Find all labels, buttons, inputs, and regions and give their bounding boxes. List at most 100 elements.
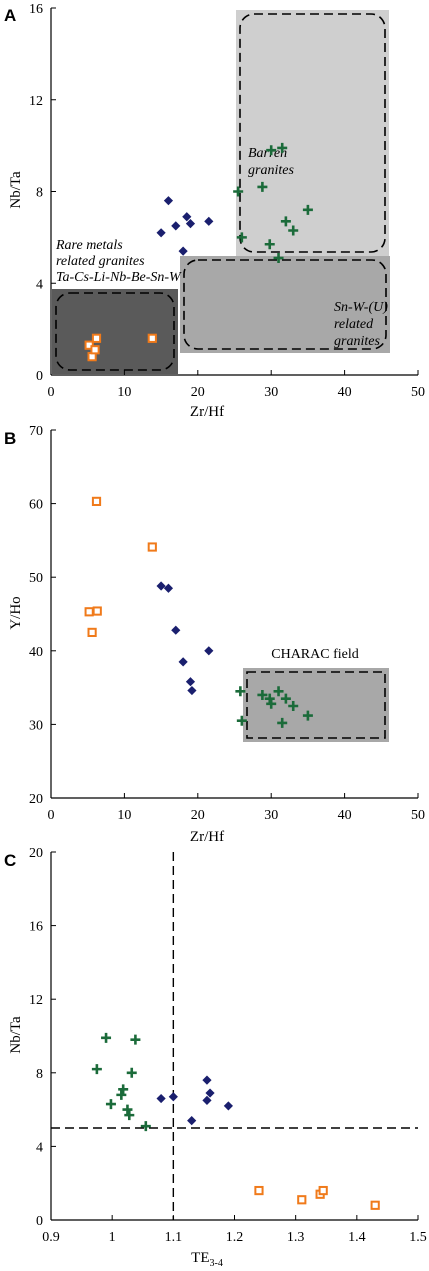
data-point-diamond [205, 1088, 215, 1098]
data-point-square [92, 606, 102, 616]
panel-letter: B [4, 429, 16, 448]
data-point-square [91, 496, 102, 506]
x-tick-label: 20 [191, 385, 205, 400]
data-point-cross [257, 689, 268, 700]
data-point-diamond [202, 1095, 212, 1105]
x-tick-label: 1 [109, 1230, 116, 1245]
x-tick-label: 1.1 [165, 1230, 183, 1245]
field-label-snw: related [334, 317, 374, 332]
data-point-diamond [171, 221, 181, 231]
data-point-cross [140, 1121, 151, 1132]
data-point-square [297, 1195, 307, 1205]
data-point-square [91, 333, 102, 343]
panel-letter: A [4, 6, 16, 25]
data-point-square [254, 1185, 264, 1196]
field-label-barren: granites [248, 163, 294, 178]
data-point-diamond [223, 1101, 233, 1111]
y-tick-label: 20 [29, 846, 43, 861]
data-point-diamond [185, 677, 196, 687]
data-point-diamond [178, 657, 188, 667]
data-point-diamond [202, 1075, 212, 1085]
data-point-diamond [187, 1116, 197, 1126]
y-tick-label: 16 [29, 2, 43, 17]
x-tick-label: 1.4 [348, 1230, 366, 1245]
field-label-snw: Sn-W-(U) [334, 300, 388, 315]
x-tick-label: 1.3 [287, 1230, 305, 1245]
x-tick-label: 20 [191, 808, 205, 823]
data-point-cross [236, 715, 247, 726]
data-point-diamond [204, 216, 214, 226]
x-axis-title: Zr/Hf [190, 404, 224, 420]
x-axis-title: TE3-4 [191, 1250, 223, 1269]
data-point-cross [236, 232, 247, 243]
data-point-cross [280, 693, 291, 704]
data-point-cross [302, 710, 313, 721]
field-label-rare: Ta-Cs-Li-Nb-Be-Sn-W [56, 270, 182, 285]
panel-letter: C [4, 851, 16, 870]
field-snw [180, 256, 390, 353]
x-tick-label: 50 [411, 385, 425, 400]
x-tick-label: 1.2 [226, 1230, 244, 1245]
data-point-square [87, 627, 97, 637]
data-point-square [370, 1200, 380, 1210]
data-point-cross [264, 693, 275, 704]
field-label-barren: Barren [248, 146, 287, 161]
y-tick-label: 40 [29, 645, 43, 660]
x-axis-title: Zr/Hf [190, 829, 224, 845]
data-point-cross [264, 239, 275, 250]
panel-A: 0 10 20 30 40 50 0 4 8 12 16 Zr/Hf Nb/Ta A Barren grani… [4, 2, 425, 420]
data-point-cross [235, 686, 246, 697]
y-tick-label: 20 [29, 792, 43, 807]
data-point-cross [101, 1032, 112, 1043]
data-point-cross [266, 698, 277, 709]
data-point-cross [91, 1064, 102, 1075]
field-outline-snw [183, 259, 387, 350]
x-tick-label: 10 [117, 808, 131, 823]
field-label-rare: Rare metals [55, 238, 123, 253]
x-axis-title-subscript: 3-4 [209, 1258, 222, 1269]
y-axis-title: Nb/Ta [8, 171, 24, 209]
data-point-diamond [168, 1092, 178, 1102]
x-tick-label: 1.5 [409, 1230, 427, 1245]
panel-B: 0 10 20 30 40 50 20 30 40 50 60 70 Zr/Hf Y/Ho B CHARAC … [4, 424, 425, 845]
field-label-rare: related granites [56, 254, 145, 269]
data-point-cross [277, 142, 288, 153]
y-tick-label: 4 [36, 1140, 43, 1155]
y-tick-label: 16 [29, 920, 43, 935]
data-point-square [84, 607, 94, 617]
x-tick-label: 50 [411, 808, 425, 823]
y-tick-label: 8 [36, 186, 43, 201]
data-point-diamond [156, 581, 166, 591]
y-tick-label: 4 [36, 277, 43, 292]
data-point-diamond [178, 246, 188, 256]
x-tick-label: 30 [264, 385, 278, 400]
data-point-cross [126, 1067, 137, 1078]
x-tick-label: 10 [117, 385, 131, 400]
x-tick-label: 0 [48, 385, 55, 400]
data-point-diamond [156, 1093, 166, 1104]
data-point-diamond [204, 646, 214, 656]
data-point-cross [130, 1034, 141, 1045]
data-point-cross [277, 717, 288, 728]
data-point-square [147, 542, 157, 552]
y-axis-title: Nb/Ta [8, 1016, 24, 1054]
data-point-cross [302, 204, 313, 215]
y-tick-label: 0 [36, 369, 43, 384]
data-point-diamond [185, 219, 196, 229]
y-axis-title: Y/Ho [8, 596, 24, 629]
x-tick-label: 0 [48, 808, 55, 823]
field-outline-rare [55, 292, 175, 371]
panel-C: 0.9 1 1.1 1.2 1.3 1.4 1.5 0 4 8 12 16 20 TE3-4 Nb/Ta C [4, 846, 427, 1269]
y-tick-label: 8 [36, 1067, 43, 1082]
data-point-cross [122, 1104, 133, 1115]
field-label-charac: CHARAC field [271, 647, 359, 662]
data-point-diamond [182, 212, 192, 222]
data-point-diamond [171, 625, 181, 635]
field-outline-charac [246, 671, 386, 739]
y-tick-label: 50 [29, 571, 43, 586]
y-tick-label: 60 [29, 498, 43, 513]
field-rare [52, 289, 178, 374]
y-tick-label: 12 [29, 94, 43, 109]
data-point-cross [124, 1110, 135, 1121]
